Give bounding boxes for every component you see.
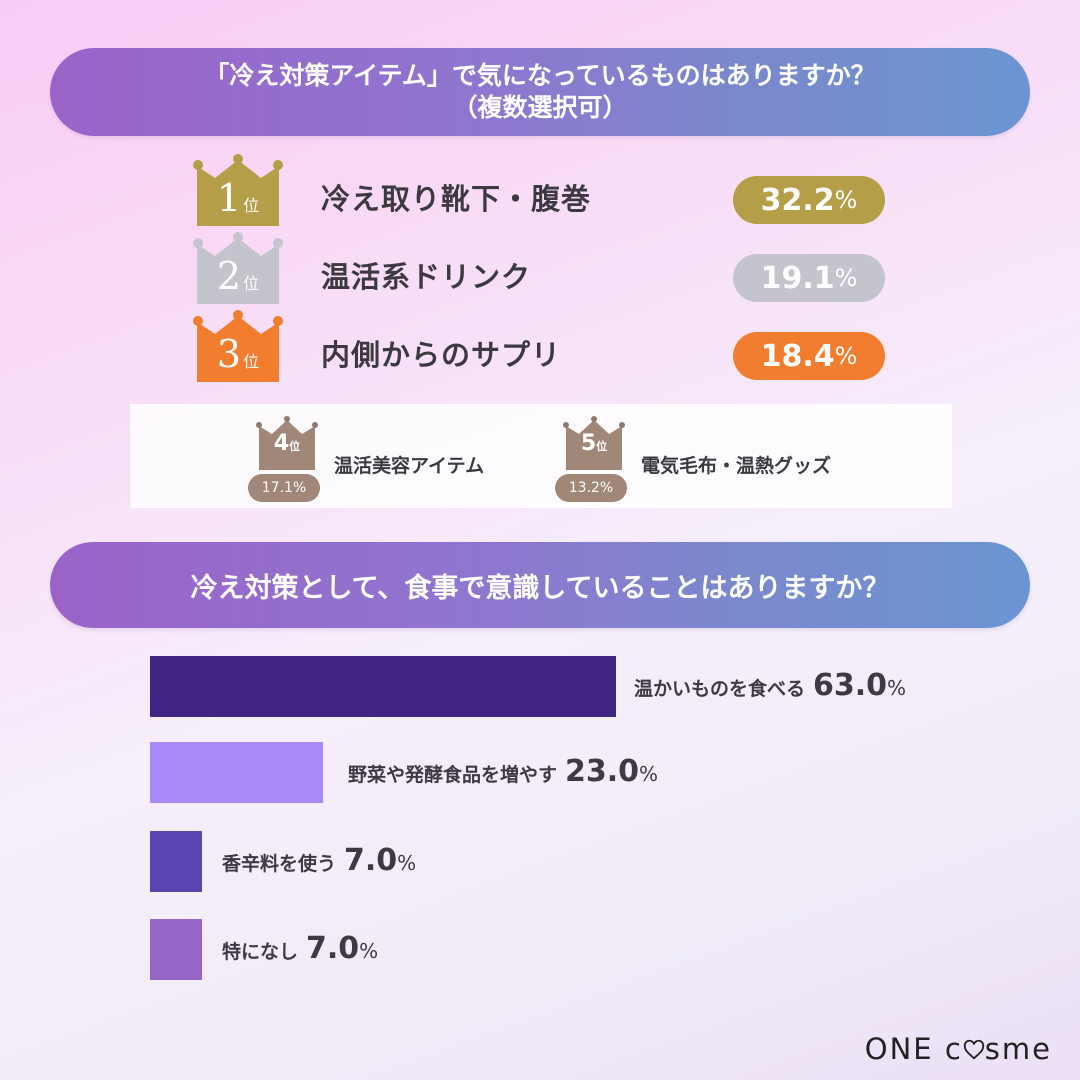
crown-icon-brown: 5位 (563, 414, 625, 470)
percent-pill: 17.1% (248, 474, 320, 502)
bar-label: 野菜や発酵食品を増やす 23.0% (348, 754, 659, 789)
question1-banner: 「冷え対策アイテム」で気になっているものはありますか？ （複数選択可） (50, 48, 1030, 136)
bar-label: 温かいものを食べる 63.0% (634, 668, 907, 703)
percent-pill: 18.4% (733, 332, 885, 380)
question2-title: 冷え対策として、食事で意識していることはありますか？ (190, 572, 890, 604)
crown-icon-brown: 4位 (256, 414, 318, 470)
question2-banner: 冷え対策として、食事で意識していることはありますか？ (50, 542, 1030, 628)
percent-pill: 13.2% (555, 474, 627, 502)
percent-pill: 32.2% (733, 176, 885, 224)
rank-label: 内側からのサプリ (321, 338, 562, 372)
bar (150, 656, 616, 717)
rank-label: 冷え取り靴下・腹巻 (321, 182, 592, 216)
bar-label: 特になし 7.0% (222, 931, 379, 966)
bar (150, 919, 202, 980)
bar (150, 831, 202, 892)
question1-title: 「冷え対策アイテム」で気になっているものはありますか？ (204, 61, 876, 90)
bar (150, 742, 323, 803)
rank-label: 温活美容アイテム (334, 455, 485, 477)
bar-label: 香辛料を使う 7.0% (222, 843, 417, 878)
rank-label: 電気毛布・温熱グッズ (641, 455, 832, 477)
percent-pill: 19.1% (733, 254, 885, 302)
rank-label: 温活系ドリンク (321, 260, 532, 294)
heart-icon (963, 1039, 984, 1060)
minor-ranks-panel: 4位 17.1% 温活美容アイテム 5位 13.2% 電気毛布・温熱グッズ (130, 404, 952, 508)
question1-subtitle: （複数選択可） (452, 93, 628, 122)
brand-logo: ONE c sme (864, 1032, 1052, 1066)
